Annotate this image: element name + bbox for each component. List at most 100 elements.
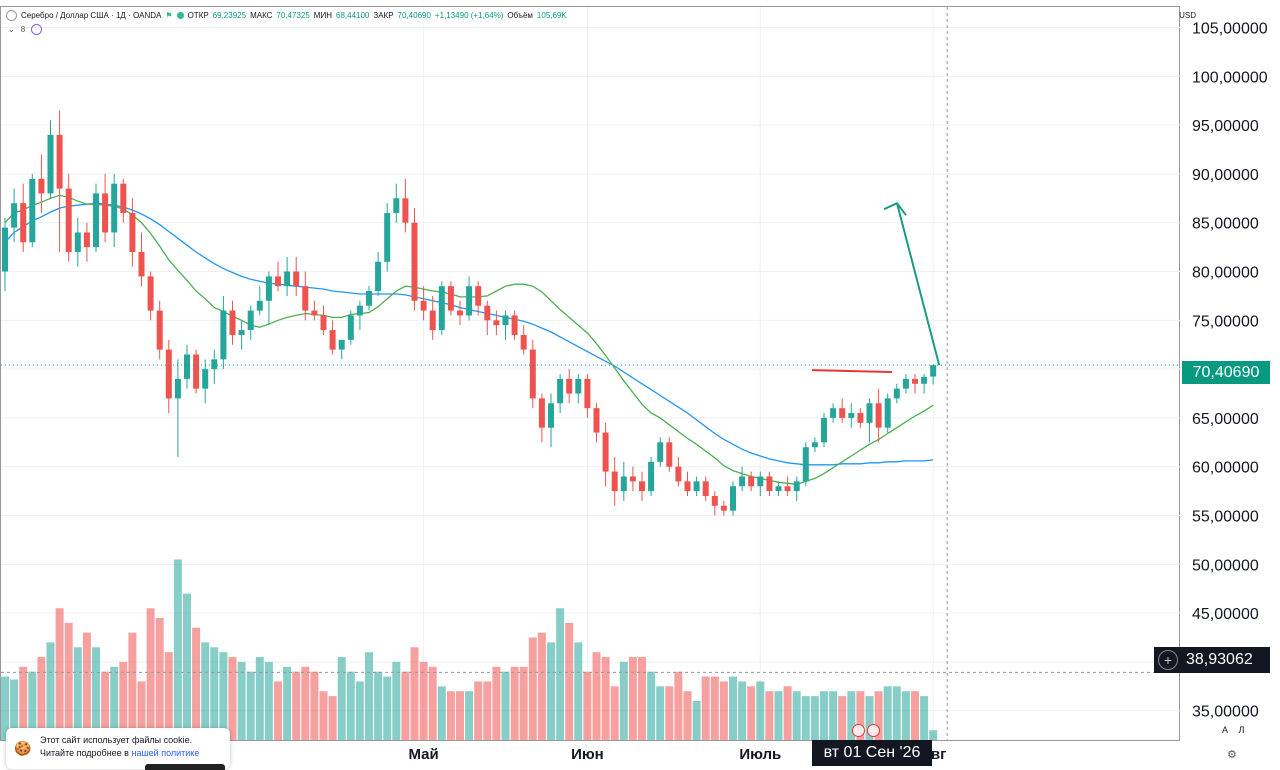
- candle-body: [739, 476, 746, 487]
- volume-bar: [483, 681, 492, 740]
- us-flag-event-icon[interactable]: [867, 724, 880, 737]
- volume-bar: [46, 642, 55, 740]
- volume-bar: [865, 696, 874, 740]
- volume-bar: [856, 691, 865, 740]
- candle-body: [347, 315, 354, 340]
- volume-bar: [374, 671, 383, 740]
- crosshair-price-value: 38,93062: [1186, 651, 1253, 668]
- settings-gear-icon[interactable]: ⚙: [1227, 749, 1237, 761]
- candle-body: [720, 505, 727, 511]
- candle-body: [29, 178, 36, 243]
- candle-body: [256, 300, 263, 311]
- cookie-line-2: Читайте подробнее в: [40, 748, 132, 758]
- volume-bar: [64, 622, 73, 740]
- candle-body: [366, 291, 372, 306]
- volume-bar: [619, 661, 628, 740]
- candle-body: [475, 286, 482, 306]
- volume-label: Объём: [507, 11, 533, 20]
- candle-body: [839, 408, 846, 418]
- axis-mode-toggles[interactable]: А Л: [1222, 725, 1249, 735]
- candle-body: [639, 481, 645, 492]
- y-tick-label: 105,00000: [1192, 21, 1268, 38]
- volume-bar: [274, 681, 282, 740]
- volume-bar: [792, 691, 801, 740]
- resistance-line[interactable]: [811, 369, 893, 374]
- candle-body: [684, 481, 691, 492]
- indicator-icon[interactable]: [31, 24, 43, 35]
- candle-body: [293, 271, 300, 287]
- volume-bar: [683, 691, 692, 740]
- change-value: +1,13490 (+1,64%): [434, 11, 504, 20]
- volume-bar: [155, 618, 164, 740]
- candle-body: [311, 310, 318, 316]
- candle-body: [766, 476, 773, 492]
- x-tick-label: Июль: [739, 746, 781, 763]
- candle-body: [748, 476, 755, 487]
- candle-body: [593, 408, 600, 433]
- cookie-icon: 🍪: [14, 740, 32, 756]
- candle-body: [802, 447, 809, 482]
- volume-bar: [583, 671, 592, 740]
- candle-body: [757, 476, 764, 487]
- cookie-line-1: Этот сайт использует файлы cookie.: [40, 735, 193, 745]
- currency-label[interactable]: USD: [1179, 11, 1196, 20]
- candle-body: [821, 417, 827, 443]
- volume-bar: [774, 691, 783, 740]
- collapse-chevron-icon[interactable]: ⌄: [8, 25, 15, 34]
- volume-bar: [756, 681, 765, 740]
- cookie-accept-button[interactable]: [145, 764, 225, 770]
- candle-body: [484, 305, 491, 321]
- y-tick-label: 80,00000: [1192, 265, 1259, 282]
- y-tick-label: 50,00000: [1192, 557, 1259, 574]
- volume-bar: [547, 642, 555, 740]
- candle-body: [247, 310, 254, 331]
- y-tick-label: 35,00000: [1192, 704, 1259, 721]
- us-flag-event-icon[interactable]: [852, 724, 865, 737]
- candle-body: [20, 203, 27, 243]
- volume-bar: [28, 671, 37, 740]
- symbol-title[interactable]: Серебро / Доллар США · 1Д · OANDA: [21, 11, 162, 20]
- volume-bar: [892, 686, 901, 740]
- projection-arrow[interactable]: [896, 202, 941, 366]
- volume-bar: [310, 671, 319, 740]
- volume-bar: [901, 691, 910, 740]
- y-tick-label: 65,00000: [1192, 411, 1259, 428]
- add-plus-icon[interactable]: +: [1158, 650, 1178, 670]
- volume-bar: [810, 696, 819, 740]
- cookie-policy-link[interactable]: нашей политике: [131, 748, 200, 758]
- candle-body: [875, 403, 882, 428]
- candle-body: [393, 198, 400, 213]
- volume-bar: [383, 676, 392, 740]
- candle-body: [411, 222, 418, 301]
- symbol-logo-icon: [6, 10, 17, 21]
- volume-bar: [365, 652, 373, 740]
- candle-body: [711, 496, 718, 506]
- candle-body: [811, 442, 818, 448]
- volume-bar: [192, 627, 201, 740]
- volume-bar: [829, 691, 838, 740]
- candle-body: [83, 232, 90, 248]
- y-tick-label: 60,00000: [1192, 460, 1259, 477]
- close-value: 70,40690: [397, 11, 431, 20]
- volume-bar: [210, 647, 219, 740]
- volume-bar: [1, 676, 9, 740]
- event-markers[interactable]: [852, 724, 882, 737]
- volume-bar: [647, 671, 656, 740]
- volume-bar: [228, 657, 237, 740]
- candle-body: [74, 232, 81, 252]
- candle-body: [184, 354, 190, 379]
- candle-body: [238, 330, 245, 335]
- volume-bar: [264, 661, 273, 740]
- candle-body: [857, 413, 864, 423]
- candle-body: [466, 286, 473, 316]
- volume-bar: [601, 657, 610, 740]
- candle-body: [793, 481, 800, 492]
- volume-bar: [255, 657, 264, 740]
- candle-body: [193, 354, 200, 389]
- x-tick-label: Май: [408, 746, 438, 763]
- flag-icon[interactable]: ⚑: [165, 11, 173, 20]
- indicators-legend[interactable]: ⌄ 8: [8, 24, 43, 35]
- candle-body: [120, 183, 127, 213]
- x-tick-label: Июн: [571, 746, 604, 763]
